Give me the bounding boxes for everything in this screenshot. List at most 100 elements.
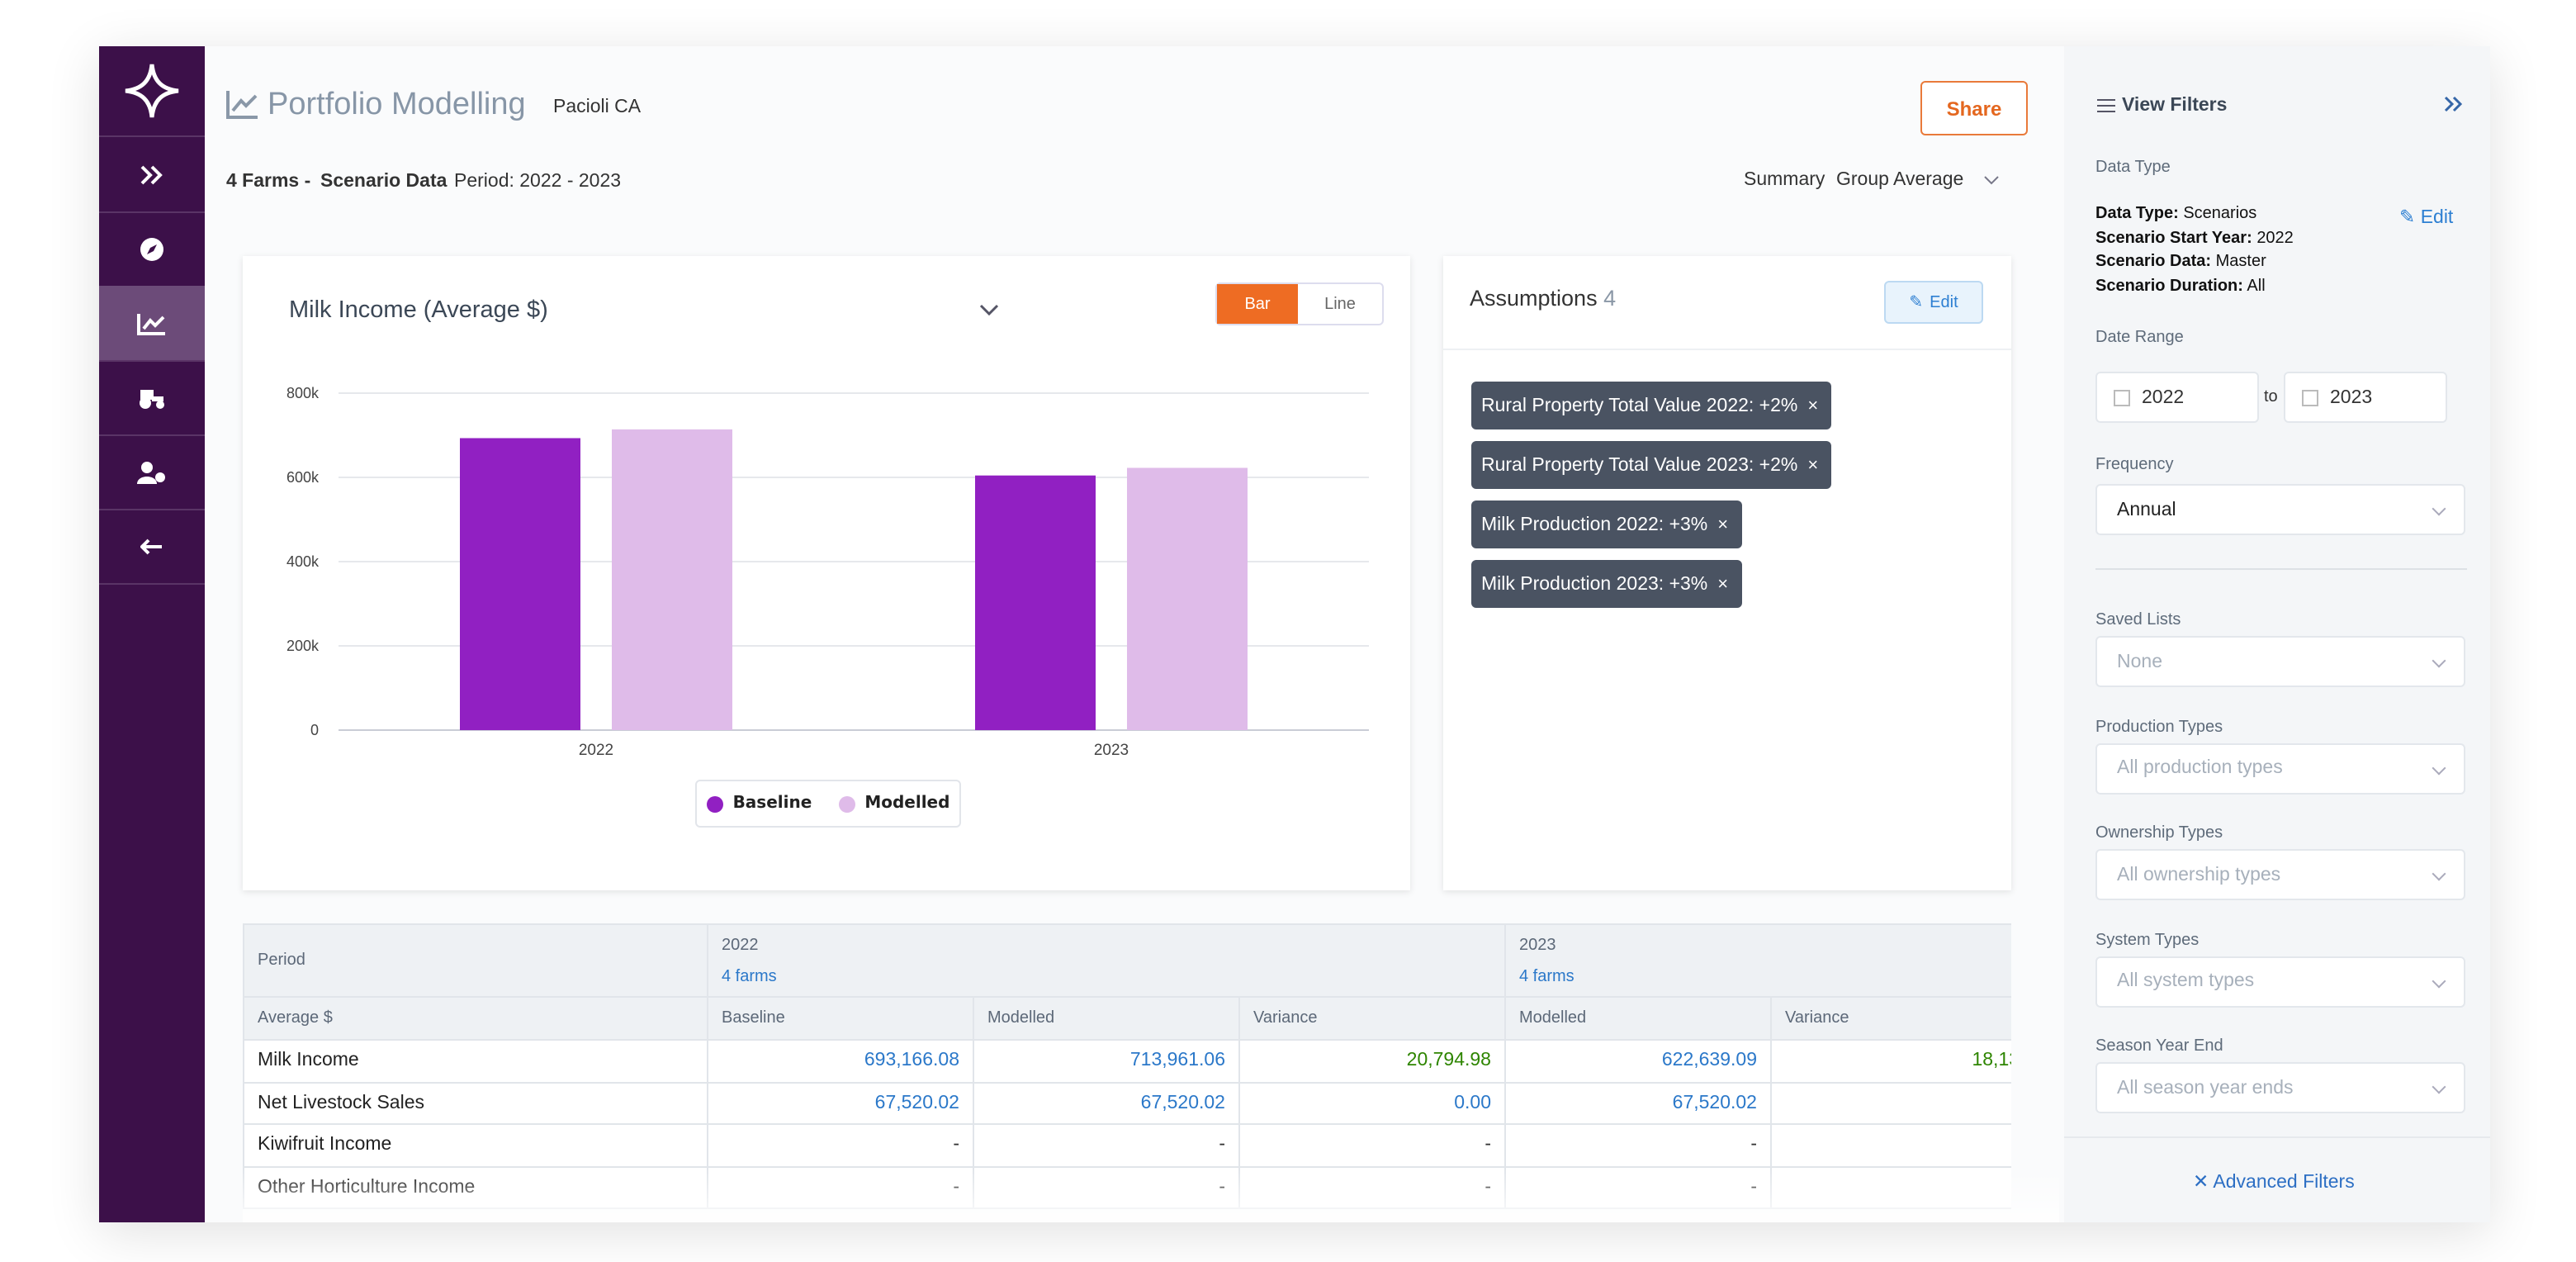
value-cell: -	[707, 1123, 974, 1167]
org-name: Pacioli CA	[553, 97, 642, 117]
row-label: Net Livestock Sales	[243, 1081, 708, 1125]
date-to-text: 2023	[2330, 387, 2373, 407]
detail-line: Data Type: Scenarios	[2095, 203, 2294, 227]
legend-swatch	[838, 795, 855, 812]
title-icon	[226, 91, 258, 119]
bar	[460, 438, 580, 730]
nav-expand[interactable]	[99, 137, 205, 213]
detail-line: Scenario Duration: All	[2095, 275, 2294, 299]
legend: Baseline Modelled	[695, 780, 961, 828]
toggle-bar[interactable]: Bar	[1217, 284, 1298, 324]
field-label: Production Types	[2095, 718, 2223, 736]
logo[interactable]	[99, 46, 205, 137]
row-label: Kiwifruit Income	[243, 1123, 708, 1167]
field-select[interactable]: All production types	[2095, 742, 2465, 794]
toggle-line[interactable]: Line	[1324, 295, 1356, 313]
filters-edit[interactable]: ✎ Edit	[2399, 208, 2454, 228]
detail-value: 2022	[2256, 229, 2294, 247]
data-type-details: Data Type: Scenarios Scenario Start Year:…	[2095, 203, 2294, 299]
value-cell: 0.0	[1770, 1081, 2011, 1125]
field-select[interactable]: All ownership types	[2095, 849, 2465, 900]
share-button[interactable]: Share	[1920, 81, 2028, 135]
value-cell: 67,520.02	[1504, 1081, 1772, 1125]
divider	[2095, 568, 2467, 570]
detail-value: Master	[2215, 253, 2266, 271]
period-cell: 2022 4 farms	[707, 923, 1506, 998]
field-select[interactable]: None	[2095, 636, 2465, 687]
date-from[interactable]: 2022	[2095, 372, 2259, 423]
divider	[2064, 1136, 2490, 1138]
value-cell: 713,961.06	[973, 1039, 1240, 1083]
value-cell: 622,639.09	[1504, 1039, 1772, 1083]
group-caret	[1984, 176, 1999, 185]
period-label: Period: 2022 - 2023	[454, 172, 622, 192]
nav-back[interactable]	[99, 509, 205, 585]
y-tick-label: 200k	[286, 638, 320, 654]
chart-card: Milk Income (Average $) Bar Line 0 200k 40…	[243, 256, 1410, 890]
assumptions-edit-text: Edit	[1930, 293, 1958, 311]
value-cell: -	[1504, 1123, 1772, 1167]
assumption-chip: Rural Property Total Value 2023: +2% ×	[1471, 441, 1832, 489]
assumption-chip: Milk Production 2022: +3% ×	[1471, 501, 1742, 548]
value-cell	[1770, 1123, 2011, 1167]
filter-panel: View Filters Data Type Data Type: Scenar…	[2064, 46, 2490, 1222]
value-cell: -	[973, 1123, 1240, 1167]
advanced-filters[interactable]: ✕ Advanced Filters	[2193, 1173, 2355, 1193]
y-tick-label: 800k	[286, 385, 320, 401]
field-select[interactable]: All system types	[2095, 956, 2465, 1007]
column-header: Variance	[1238, 996, 1506, 1041]
field-label: Ownership Types	[2095, 824, 2223, 842]
fade	[243, 1169, 2059, 1222]
legend-label: Modelled	[864, 795, 950, 813]
detail-value: Scenarios	[2183, 205, 2257, 223]
period-farms[interactable]: 4 farms	[1519, 967, 1574, 985]
column-header: Modelled	[1504, 996, 1772, 1041]
assumption-chip: Rural Property Total Value 2022: +2% ×	[1471, 382, 1832, 429]
summary-label: Summary	[1744, 170, 1825, 190]
nav-portfolio[interactable]	[99, 286, 205, 362]
period-label: Period	[243, 923, 708, 998]
value-cell: 18,135.1	[1770, 1039, 2011, 1083]
assumptions-title-text: Assumptions	[1470, 286, 1598, 311]
chart-select-caret[interactable]	[978, 302, 1001, 319]
value-cell: 67,520.02	[707, 1081, 974, 1125]
data-type-label: Data Type	[2095, 159, 2171, 177]
assumption-chip: Milk Production 2023: +3% ×	[1471, 560, 1742, 608]
detail-value: All	[2247, 277, 2266, 295]
period-farms[interactable]: 4 farms	[722, 967, 777, 985]
value-cell: 20,794.98	[1238, 1039, 1506, 1083]
frequency-select[interactable]: Annual	[2095, 484, 2465, 535]
assumptions-count: 4	[1603, 286, 1617, 311]
bar	[1127, 467, 1248, 730]
field-select[interactable]: All season year ends	[2095, 1062, 2465, 1113]
legend-item: Baseline	[706, 795, 812, 813]
nav-farm[interactable]	[99, 360, 205, 436]
value-cell: 67,520.02	[973, 1081, 1240, 1125]
group-select[interactable]: Group Average	[1836, 170, 1964, 190]
detail-key: Scenario Duration:	[2095, 277, 2243, 295]
date-to-word: to	[2264, 388, 2278, 406]
assumptions-edit[interactable]: ✎ Edit	[1884, 281, 1983, 324]
page-title: Portfolio Modelling	[268, 88, 526, 122]
column-header: Average $	[243, 996, 708, 1041]
data-row: Milk Income 693,166.08 713,961.06 20,794.98…	[243, 1039, 2011, 1083]
app-frame: Portfolio Modelling Pacioli CA Share 4 F…	[99, 46, 2490, 1222]
value-cell: 0.00	[1238, 1081, 1506, 1125]
period-year: 2022	[722, 936, 759, 954]
column-header: Baseline	[707, 996, 974, 1041]
date-to[interactable]: 2023	[2284, 372, 2447, 423]
nav-users[interactable]	[99, 434, 205, 510]
nav-explore[interactable]	[99, 211, 205, 287]
detail-line: Scenario Data: Master	[2095, 251, 2294, 275]
advanced-filters-text: Advanced Filters	[2213, 1173, 2355, 1193]
assumption-text: Milk Production 2023: +3%	[1481, 574, 1708, 594]
calendar-icon	[2114, 389, 2130, 406]
collapse-icon[interactable]	[2444, 96, 2464, 112]
filters-edit-text: Edit	[2420, 208, 2454, 228]
frequency-label: Frequency	[2095, 456, 2174, 474]
legend-item: Modelled	[838, 795, 949, 813]
y-tick-label: 0	[310, 722, 319, 738]
calendar-icon	[2302, 389, 2318, 406]
